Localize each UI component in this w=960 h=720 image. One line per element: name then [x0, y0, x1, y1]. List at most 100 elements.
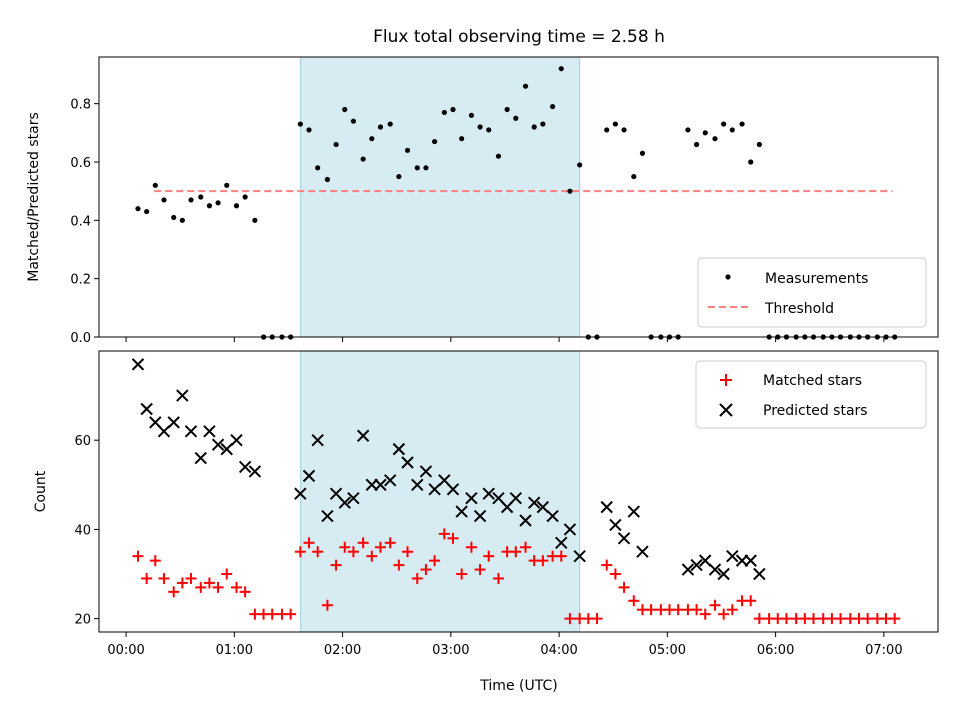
x-tick-label: 03:00	[432, 643, 469, 658]
predicted-star-point	[419, 465, 433, 478]
predicted-star-point	[238, 460, 252, 474]
measurement-point	[604, 127, 610, 133]
measurement-point	[577, 162, 583, 168]
measurement-point	[306, 127, 312, 133]
measurement-point	[135, 206, 141, 212]
matched-star-point	[384, 537, 396, 549]
measurement-point	[387, 121, 393, 127]
predicted-star-point	[708, 563, 722, 576]
measurement-point	[702, 130, 708, 136]
x-axis-label: Time (UTC)	[479, 678, 557, 694]
predicted-star-point	[699, 554, 712, 567]
matched-star-point	[601, 559, 613, 571]
predicted-star-point	[617, 532, 631, 545]
measurement-point	[144, 208, 150, 215]
matched-star-point	[465, 541, 477, 553]
matched-star-point	[780, 613, 792, 625]
predicted-star-point	[573, 549, 586, 563]
top-legend: Measurements Threshold	[697, 257, 927, 328]
matched-star-point	[691, 604, 703, 616]
legend-predicted-marker	[719, 403, 733, 417]
predicted-star-point	[465, 491, 478, 505]
measurement-point	[540, 121, 546, 127]
matched-star-point	[520, 541, 532, 553]
top-y-tick-label: 0.0	[70, 331, 91, 346]
measurement-point	[550, 103, 556, 110]
matched-star-point	[266, 608, 278, 620]
matched-stars-series	[132, 528, 901, 625]
predicted-star-point	[347, 491, 360, 505]
matched-star-point	[176, 577, 188, 589]
matched-star-point	[230, 581, 242, 593]
predicted-star-point	[681, 563, 695, 576]
measurement-point	[161, 197, 167, 203]
measurement-point	[486, 127, 492, 133]
matched-star-point	[420, 564, 432, 576]
matched-star-point	[726, 604, 738, 616]
matched-star-point	[889, 613, 901, 625]
top-panel: Flux total observing time = 2.58 h 0.00.…	[26, 27, 939, 346]
matched-star-point	[321, 599, 333, 611]
measurement-point	[342, 106, 348, 113]
predicted-star-point	[563, 523, 577, 536]
x-tick-label: 06:00	[757, 643, 794, 658]
predicted-star-point	[203, 425, 216, 438]
measurement-point	[685, 127, 691, 133]
predicted-star-point	[428, 483, 441, 496]
predicted-star-point	[374, 478, 387, 492]
measurement-point	[224, 182, 230, 188]
matched-star-point	[618, 581, 630, 593]
measurement-point	[450, 106, 456, 113]
matched-star-point	[312, 546, 324, 558]
predicted-star-point	[546, 509, 559, 523]
matched-star-point	[195, 581, 207, 593]
predicted-star-point	[690, 558, 703, 572]
measurement-point	[215, 200, 221, 206]
predicted-star-point	[753, 567, 766, 581]
predicted-star-point	[321, 509, 334, 523]
measurement-point	[495, 153, 502, 159]
predicted-star-point	[519, 514, 532, 527]
measurement-point	[468, 112, 475, 118]
measurement-point	[567, 188, 573, 194]
measurement-point	[522, 83, 529, 89]
x-tick-label: 00:00	[107, 643, 144, 658]
measurement-point	[233, 203, 240, 209]
matched-star-point	[555, 550, 567, 562]
measurement-point	[639, 150, 646, 156]
top-y-tick-label: 0.8	[70, 98, 91, 113]
bottom-y-tick-label: 20	[74, 613, 91, 628]
matched-star-point	[366, 550, 378, 562]
matched-star-point	[492, 572, 504, 584]
measurement-point	[531, 124, 537, 130]
matched-star-point	[212, 581, 224, 593]
matched-star-point	[393, 559, 405, 571]
predicted-stars-series	[131, 358, 766, 581]
measurement-point	[693, 141, 700, 148]
predicted-star-point	[717, 567, 730, 581]
predicted-star-point	[455, 505, 468, 518]
measurement-point	[396, 173, 402, 180]
matched-star-point	[303, 537, 315, 549]
measurement-point	[748, 159, 754, 165]
predicted-star-point	[140, 402, 153, 416]
x-tick-label: 05:00	[649, 643, 686, 658]
matched-star-point	[185, 572, 197, 584]
measurement-point	[441, 109, 447, 116]
measurement-point	[612, 121, 618, 127]
legend-measurements-marker	[725, 274, 731, 280]
bottom-axes-frame	[98, 350, 939, 633]
predicted-star-point	[157, 425, 171, 438]
measurement-point	[414, 165, 420, 171]
measurement-point	[324, 176, 331, 183]
measurement-point	[152, 182, 158, 188]
top-y-tick-label: 0.2	[70, 273, 91, 288]
predicted-star-point	[609, 518, 622, 532]
measurement-point	[721, 121, 727, 127]
measurement-point	[350, 118, 357, 124]
predicted-star-point	[248, 465, 262, 478]
matched-star-point	[456, 568, 468, 580]
measurement-point	[404, 147, 411, 153]
legend-measurements-label: Measurements	[765, 271, 868, 287]
measurement-point	[729, 127, 735, 133]
